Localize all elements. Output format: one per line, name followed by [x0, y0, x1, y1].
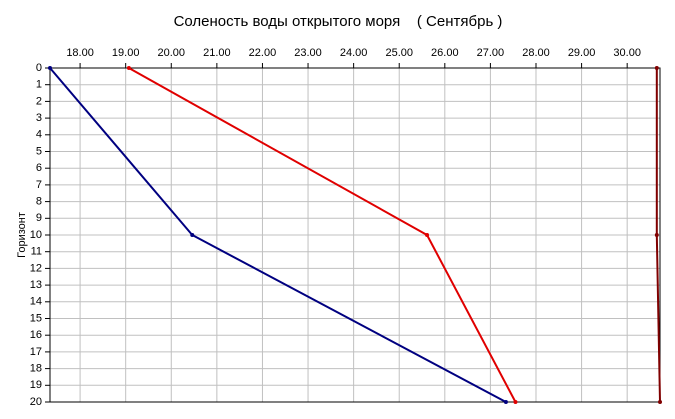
point	[190, 233, 195, 237]
x-tick-label: 27.00	[477, 47, 505, 59]
y-tick-label: 15	[30, 312, 42, 324]
x-tick-label: 24.00	[340, 47, 368, 59]
x-tick-label: 18.00	[66, 47, 94, 59]
y-tick-label: 11	[31, 246, 42, 258]
x-tick-label: 23.00	[294, 47, 322, 59]
point	[48, 66, 52, 70]
y-tick-label: 4	[36, 129, 42, 141]
y-tick-label: 5	[36, 145, 42, 157]
y-tick-label: 8	[36, 196, 42, 208]
y-tick-label: 13	[30, 279, 42, 291]
y-tick-label: 6	[36, 162, 42, 174]
y-tick-label: 7	[36, 179, 42, 191]
point	[654, 66, 659, 70]
x-tick-label: 30.00	[613, 47, 641, 59]
y-tick-label: 16	[30, 329, 42, 341]
plot-frame	[49, 67, 661, 403]
y-tick-label: 20	[30, 396, 42, 408]
y-tick-label: 19	[30, 379, 42, 391]
y-tick-label: 12	[30, 262, 42, 274]
x-tick-label: 25.00	[385, 47, 413, 59]
point	[658, 400, 662, 404]
y-tick-label: 2	[36, 95, 42, 107]
x-tick-label: 19.00	[112, 47, 140, 59]
x-tick-label: 20.00	[158, 47, 186, 59]
y-tick-label: 1	[36, 79, 42, 91]
point	[126, 66, 131, 70]
y-tick-label: 14	[30, 296, 42, 308]
point	[425, 233, 430, 237]
y-axis-label: Горизонт	[16, 212, 28, 258]
point	[503, 400, 508, 404]
x-tick-label: 28.00	[522, 47, 550, 59]
chart-title: Соленость воды открытого моря ( Сентябрь…	[174, 13, 503, 30]
y-tick-label: 0	[36, 62, 42, 74]
y-tick-label: 10	[30, 229, 42, 241]
x-tick-label: 26.00	[431, 47, 459, 59]
point	[513, 400, 518, 404]
x-tick-label: 22.00	[249, 47, 277, 59]
x-tick-label: 29.00	[568, 47, 596, 59]
y-tick-label: 3	[36, 112, 42, 124]
y-tick-label: 18	[30, 363, 42, 375]
y-tick-label: 17	[30, 346, 42, 358]
y-tick-label: 9	[36, 212, 42, 224]
point	[654, 233, 659, 237]
x-tick-label: 21.00	[203, 47, 231, 59]
